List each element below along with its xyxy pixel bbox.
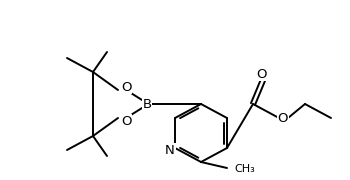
Text: O: O bbox=[257, 68, 267, 80]
Text: CH₃: CH₃ bbox=[234, 164, 255, 174]
Text: B: B bbox=[142, 98, 152, 111]
Text: N: N bbox=[165, 143, 175, 156]
Text: O: O bbox=[121, 114, 131, 127]
Text: O: O bbox=[278, 111, 288, 125]
Text: O: O bbox=[121, 80, 131, 93]
